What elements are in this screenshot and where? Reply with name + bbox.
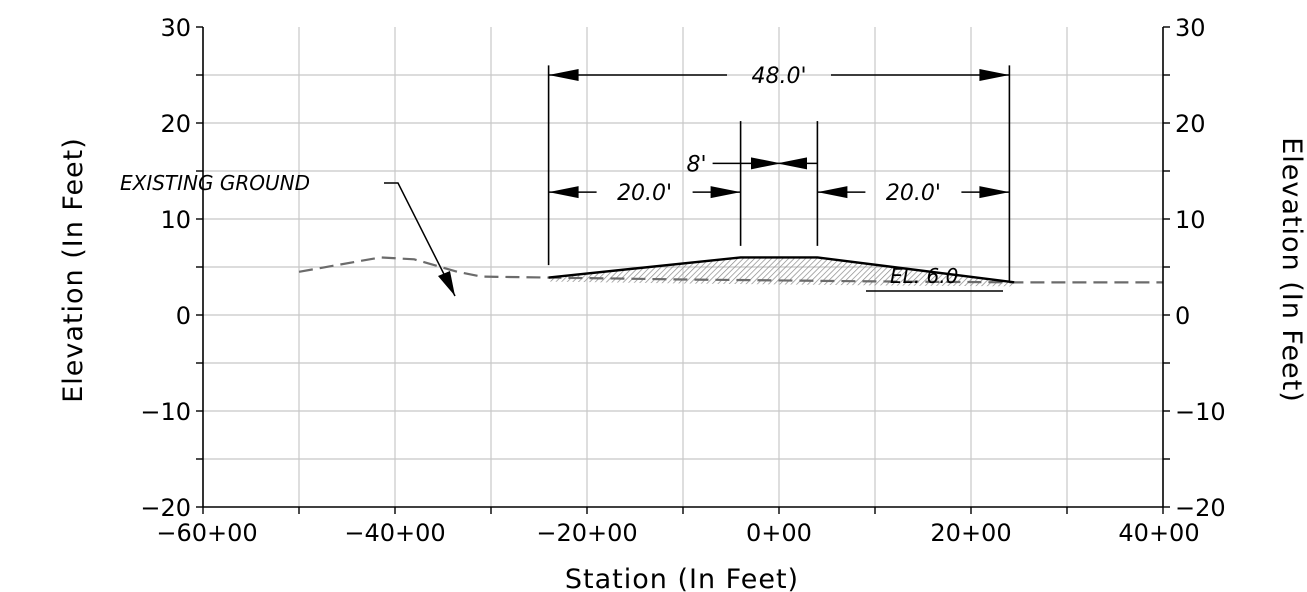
dimension-lines: 48.0' 8' 20.0' 20.0' [547,64,1011,281]
dimension-label: 20.0' [617,181,672,206]
ticks: −20 −20 −10 −10 0 0 10 10 20 20 30 30 −60+00 −40+00 −2… [140,14,1225,547]
dimension-arrow [777,157,807,170]
y-tick-label-right: 0 [1175,302,1190,330]
y-tick-label-left: 10 [160,206,191,234]
dimension-arrow [548,186,579,199]
x-tick-label: −60+00 [156,519,257,547]
elevation-label: EL. 6.0 [890,264,958,288]
y-tick-label-right: −20 [1175,494,1226,522]
dimension-arrow [979,186,1010,199]
x-axis-title: Station (In Feet) [565,564,799,592]
y-tick-label-right: −10 [1175,398,1226,426]
y-axis-title-right: Elevation (In Feet) [1276,137,1307,403]
y-axis-title-left: Elevation (In Feet) [58,137,89,403]
dimension-arrow [710,186,741,199]
y-tick-label-left: 20 [160,110,191,138]
y-tick-label-right: 10 [1175,206,1206,234]
dimension-arrow [751,157,781,170]
dimension-label: 48.0' [751,64,806,89]
existing-ground-leader [384,182,456,297]
y-tick-label-right: 30 [1175,14,1206,42]
x-tick-label: 20+00 [930,519,1011,547]
dimension-arrow [548,69,579,81]
dimension-label: 20.0' [886,181,941,206]
existing-ground-label: EXISTING GROUND [120,171,310,195]
annotations: EXISTING GROUND EL. 6.0 [120,171,1003,297]
design-section-line [548,256,1015,284]
x-tick-label: 40+00 [1118,519,1199,547]
x-tick-label: −20+00 [536,519,637,547]
y-tick-label-left: −10 [140,398,191,426]
dimension-label: 8' [687,152,707,177]
y-tick-label-left: −20 [140,494,191,522]
y-tick-label-left: 0 [176,302,191,330]
existing-ground-arrow [438,271,455,296]
dimension-arrow [979,69,1010,81]
dimension-arrow [817,186,848,199]
y-tick-label-right: 20 [1175,110,1206,138]
x-tick-label: 0+00 [746,519,812,547]
series-layer [298,256,1163,284]
y-tick-label-left: 30 [160,14,191,42]
x-tick-label: −40+00 [344,519,445,547]
